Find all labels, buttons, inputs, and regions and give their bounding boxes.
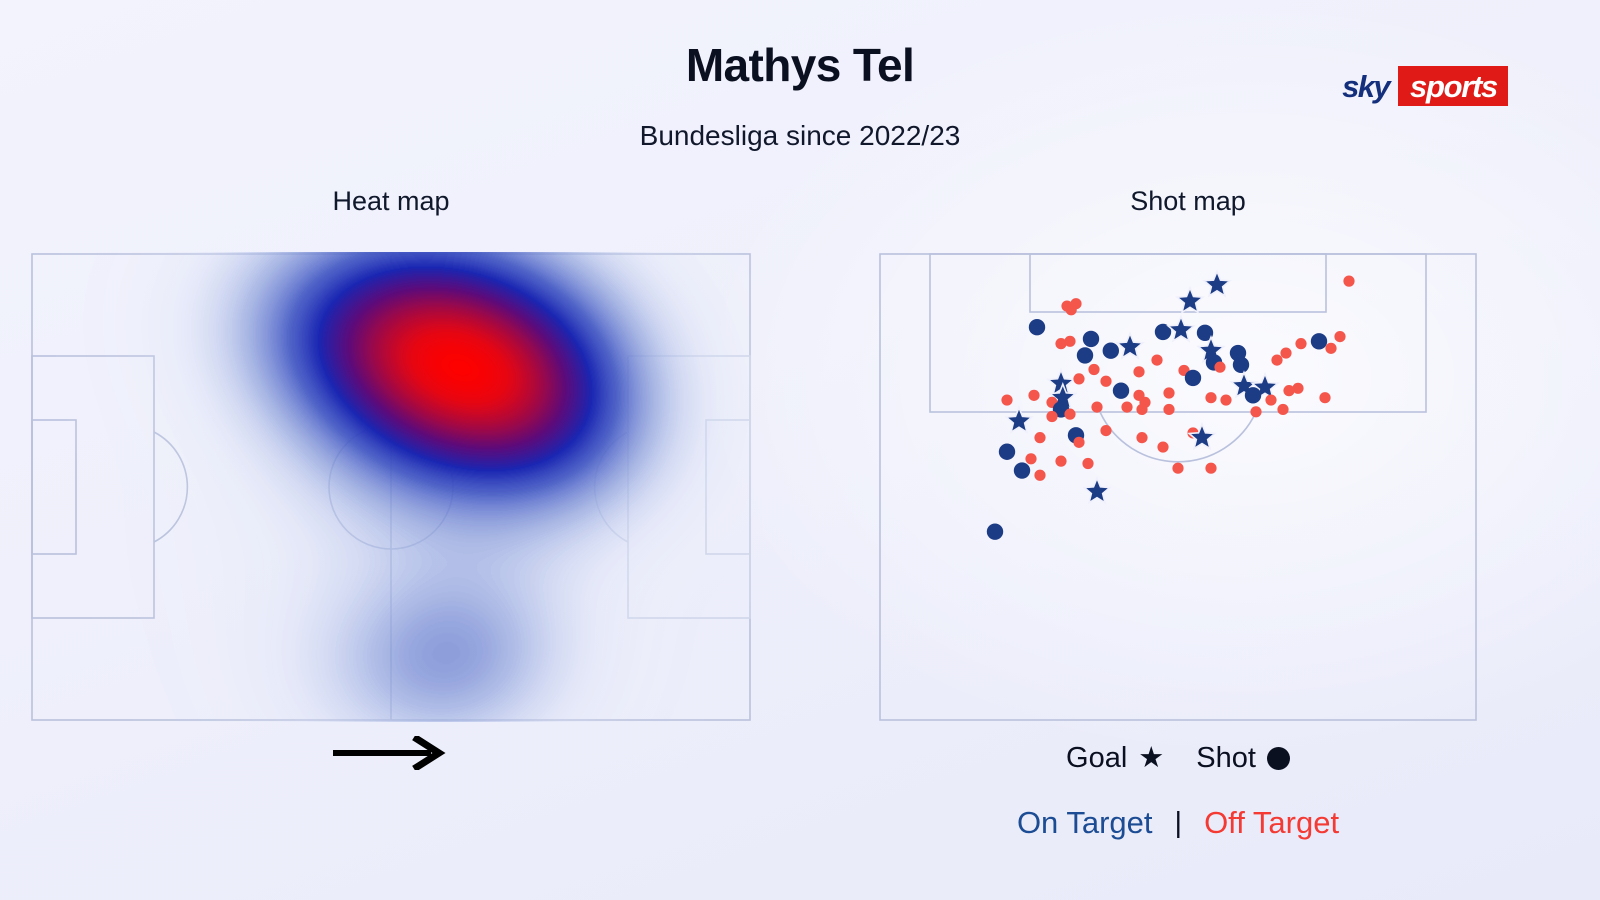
shot-marker-off-target: [1073, 373, 1085, 385]
shot-marker-off-target: [1271, 354, 1283, 366]
star-icon: ★: [1138, 742, 1165, 774]
shot-map-legend-targets: On Target | Off Target: [878, 805, 1478, 841]
shot-marker-on-target: [1310, 333, 1328, 350]
shot-marker-on-target: [1184, 369, 1202, 387]
legend-goal: Goal ★: [1066, 742, 1164, 775]
shot-marker-off-target: [1220, 394, 1232, 406]
legend-shot-label: Shot: [1196, 742, 1256, 774]
shot-marker-off-target: [1277, 403, 1289, 416]
shot-marker-on-target: [1112, 382, 1130, 399]
shot-map-plot: [879, 253, 1477, 721]
shot-marker-goal: [1229, 370, 1259, 399]
legend-on-target-label: On Target: [1016, 805, 1153, 840]
heat-map-heading: Heat map: [332, 186, 450, 216]
shot-marker-goal: [1115, 331, 1145, 360]
logo-sports-text: sports: [1398, 66, 1508, 106]
shot-marker-off-target: [1295, 338, 1307, 350]
shot-marker-off-target: [1283, 385, 1295, 397]
shot-marker-off-target: [1055, 455, 1067, 467]
shot-marker-goal: [1175, 285, 1205, 315]
page-subtitle: Bundesliga since 2022/23: [639, 120, 961, 151]
legend-separator: |: [1174, 806, 1183, 839]
shot-marker-off-target: [1091, 401, 1103, 413]
shot-marker-off-target: [1133, 366, 1145, 378]
shot-marker-off-target: [1034, 432, 1046, 444]
shot-marker-off-target: [1100, 425, 1112, 437]
attack-direction-arrow: [30, 736, 752, 770]
shot-marker-off-target: [1214, 361, 1226, 373]
shot-marker-goal: [1187, 422, 1217, 451]
shot-marker-off-target: [1334, 331, 1346, 343]
heat-map-canvas: [30, 252, 752, 722]
shot-marker-off-target: [1205, 392, 1217, 404]
legend-goal-label: Goal: [1066, 742, 1128, 774]
shot-marker-off-target: [1046, 410, 1058, 423]
page-title: Mathys Tel: [685, 39, 915, 91]
shot-marker-off-target: [1319, 392, 1331, 404]
shot-marker-off-target: [1250, 406, 1262, 418]
shot-marker-off-target: [1034, 469, 1046, 481]
shot-map-heading: Shot map: [1130, 186, 1246, 216]
shot-marker-goal: [1202, 269, 1232, 298]
shot-marker-off-target: [1055, 338, 1067, 350]
shot-marker-off-target: [1172, 462, 1184, 474]
shot-marker-goal: [1082, 476, 1112, 505]
shot-marker-on-target: [1082, 330, 1100, 348]
shot-marker-off-target: [1082, 457, 1094, 470]
shot-marker-on-target: [1196, 324, 1214, 342]
shot-marker-on-target: [1028, 319, 1046, 336]
shot-marker-off-target: [1065, 304, 1077, 316]
arrow-right-icon: [333, 736, 446, 770]
shot-marker-on-target: [1102, 342, 1119, 359]
shot-marker-off-target: [1325, 342, 1337, 354]
shot-marker-goal: [1166, 314, 1196, 343]
shot-marker-off-target: [1157, 441, 1169, 453]
legend-shot: Shot: [1196, 742, 1290, 775]
shot-marker-off-target: [1343, 275, 1355, 287]
shot-marker-on-target: [1244, 387, 1262, 404]
shot-marker-off-target: [1163, 387, 1175, 399]
shot-marker-off-target: [1088, 363, 1100, 376]
shot-marker-off-target: [1064, 408, 1076, 420]
shot-marker-off-target: [1205, 462, 1217, 474]
shot-marker-off-target: [1028, 389, 1040, 401]
shot-marker-on-target: [1013, 462, 1031, 479]
shot-marker-goal: [1004, 405, 1034, 434]
shot-marker-goal: [1250, 371, 1280, 401]
shot-marker-off-target: [1073, 436, 1085, 448]
shot-marker-on-target: [1154, 323, 1172, 341]
shot-map-pitch: [878, 252, 1478, 722]
shot-marker-off-target: [1292, 382, 1304, 394]
shot-marker-on-target: [1232, 356, 1250, 373]
shot-marker-off-target: [1265, 394, 1277, 406]
circle-icon: [1266, 747, 1290, 770]
shot-marker-off-target: [1121, 401, 1133, 413]
shot-marker-on-target: [998, 443, 1016, 460]
sky-sports-logo: sky sports: [1342, 66, 1508, 106]
shot-marker-off-target: [1064, 335, 1076, 347]
shot-marker-off-target: [1136, 432, 1148, 444]
shot-marker-off-target: [1100, 375, 1112, 387]
heat-map-pitch: [30, 252, 752, 722]
logo-sky-text: sky: [1342, 68, 1391, 104]
shot-marker-off-target: [1280, 347, 1292, 359]
legend-off-target-label: Off Target: [1204, 805, 1340, 840]
shot-marker-off-target: [1025, 453, 1037, 465]
shot-marker-on-target: [1076, 347, 1094, 364]
shot-marker-off-target: [1151, 354, 1163, 366]
shot-marker-off-target: [1163, 403, 1175, 416]
shot-map-legend-markers: Goal ★ Shot: [878, 742, 1478, 775]
shot-marker-on-target: [986, 523, 1004, 540]
shot-marker-off-target: [1136, 403, 1148, 416]
shot-marker-off-target: [1001, 394, 1013, 406]
